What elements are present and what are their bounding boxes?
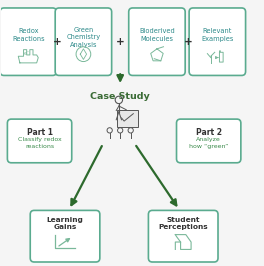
Text: e⁻: e⁻ bbox=[24, 51, 30, 56]
FancyBboxPatch shape bbox=[0, 8, 56, 76]
Text: Part 2: Part 2 bbox=[196, 128, 222, 137]
Text: Green
Chemistry
Analysis: Green Chemistry Analysis bbox=[66, 27, 101, 48]
Text: +: + bbox=[116, 37, 125, 47]
Text: Classify redox
reactions: Classify redox reactions bbox=[18, 138, 62, 149]
Text: +: + bbox=[184, 37, 193, 47]
Text: Case Study: Case Study bbox=[90, 92, 150, 101]
Text: Analyze
how “green”: Analyze how “green” bbox=[189, 138, 228, 149]
FancyBboxPatch shape bbox=[55, 8, 112, 76]
FancyBboxPatch shape bbox=[177, 119, 241, 163]
Text: Student
Perceptions: Student Perceptions bbox=[158, 217, 208, 230]
FancyBboxPatch shape bbox=[129, 8, 185, 76]
Text: Bioderived
Molecules: Bioderived Molecules bbox=[139, 28, 175, 42]
Text: Part 1: Part 1 bbox=[27, 128, 53, 137]
FancyBboxPatch shape bbox=[7, 119, 72, 163]
Text: Learning
Gains: Learning Gains bbox=[47, 217, 83, 230]
FancyBboxPatch shape bbox=[189, 8, 246, 76]
FancyBboxPatch shape bbox=[117, 110, 138, 127]
Text: +: + bbox=[53, 37, 62, 47]
Text: Redox
Reactions: Redox Reactions bbox=[12, 28, 45, 42]
Text: Relevant
Examples: Relevant Examples bbox=[201, 28, 234, 42]
FancyBboxPatch shape bbox=[148, 210, 218, 262]
FancyBboxPatch shape bbox=[30, 210, 100, 262]
